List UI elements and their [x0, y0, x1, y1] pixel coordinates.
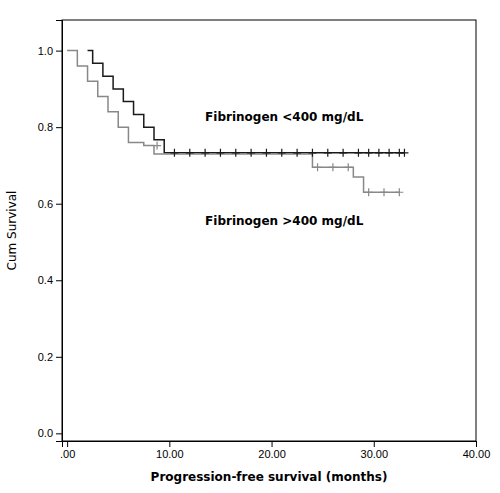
censor-mark — [262, 149, 270, 157]
axis-line — [56, 21, 63, 442]
tick-label: 0.8 — [38, 121, 53, 133]
censor-mark — [186, 149, 194, 157]
tick-label: 0.6 — [38, 198, 53, 210]
chart-container: .00 10.00 20.00 30.00 40.00 0.0 0.2 0.4 0.6 0.8 1.… — [0, 0, 500, 493]
tick-label: 0.2 — [38, 351, 53, 363]
tick-label: 1.0 — [38, 45, 53, 57]
tick-mark — [169, 441, 170, 447]
censor-mark — [329, 163, 337, 171]
tick-mark — [56, 433, 62, 434]
tick: 0.6 — [38, 198, 62, 210]
tick-label: 20.00 — [258, 448, 286, 460]
plot: .00 10.00 20.00 30.00 40.00 0.0 0.2 0.4 0.6 0.8 1.… — [38, 20, 491, 460]
tick-mark — [476, 441, 477, 447]
censor-mark — [400, 149, 408, 157]
tick: 10.00 — [156, 441, 184, 460]
tick-label: 30.00 — [361, 448, 389, 460]
tick-mark — [272, 441, 273, 447]
tick: 1.0 — [38, 45, 62, 57]
censor-mark — [247, 149, 255, 157]
censor-mark — [278, 149, 286, 157]
chart: .00 10.00 20.00 30.00 40.00 0.0 0.2 0.4 0.6 0.8 1.… — [0, 0, 500, 493]
censor-mark — [385, 149, 393, 157]
censor-mark — [308, 149, 316, 157]
annotation: Fibrinogen <400 mg/dL — [205, 110, 364, 124]
censor-mark — [293, 149, 301, 157]
censor-mark — [339, 149, 347, 157]
tick-label: 0.4 — [38, 274, 53, 286]
tick: 40.00 — [463, 441, 491, 460]
tick-mark — [56, 357, 62, 358]
censor-mark — [365, 188, 373, 196]
tick-label: .00 — [60, 448, 75, 460]
tick-mark — [67, 441, 68, 447]
censor-mark — [354, 149, 362, 157]
survival-curve — [88, 51, 405, 153]
tick-mark — [374, 441, 375, 447]
marks — [67, 51, 408, 197]
censor-mark — [314, 163, 322, 171]
censor-mark — [365, 149, 373, 157]
plot-frame — [62, 20, 476, 441]
censor-mark — [153, 142, 161, 150]
axis-line — [63, 442, 477, 448]
x-axis-title: Progression-free survival (months) — [151, 470, 388, 484]
tick-mark — [56, 51, 62, 52]
censor-mark — [380, 188, 388, 196]
tick: 20.00 — [258, 441, 286, 460]
tick: .00 — [60, 441, 75, 460]
censor-mark — [201, 149, 209, 157]
annotations: Fibrinogen <400 mg/dL Fibrinogen >400 mg/… — [205, 110, 364, 227]
censor-mark — [344, 163, 352, 171]
tick-label: 10.00 — [156, 448, 184, 460]
tick-mark — [56, 127, 62, 128]
y-axis: 0.0 0.2 0.4 0.6 0.8 1.0 — [38, 21, 63, 442]
annotation: Fibrinogen >400 mg/dL — [205, 214, 364, 228]
tick: 30.00 — [361, 441, 389, 460]
tick: 0.0 — [38, 427, 62, 439]
censor-mark — [216, 149, 224, 157]
censor-mark — [324, 149, 332, 157]
tick: 0.8 — [38, 121, 62, 133]
tick-mark — [56, 204, 62, 205]
survival-curve — [67, 51, 399, 193]
censor-mark — [395, 188, 403, 196]
tick: 0.4 — [38, 274, 62, 286]
tick: 0.2 — [38, 351, 62, 363]
censor-mark — [375, 149, 383, 157]
censor-mark — [170, 149, 178, 157]
tick-mark — [56, 280, 62, 281]
y-axis-title: Cum Survival — [5, 191, 19, 271]
tick-label: 0.0 — [38, 427, 53, 439]
tick-label: 40.00 — [463, 448, 491, 460]
x-axis: .00 10.00 20.00 30.00 40.00 — [60, 441, 490, 460]
censor-mark — [232, 149, 240, 157]
